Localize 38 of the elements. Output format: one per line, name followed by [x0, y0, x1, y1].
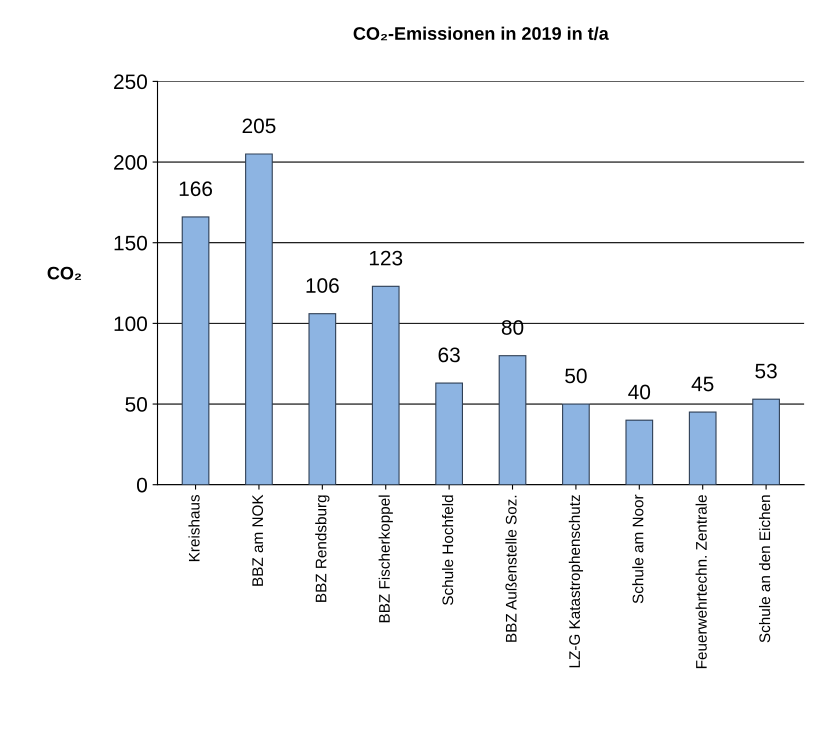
chart-title: CO₂-Emissionen in 2019 in t/a [354, 26, 609, 40]
bar [435, 382, 463, 485]
data-label: 205 [242, 118, 276, 134]
bar [625, 420, 654, 485]
data-label: 40 [628, 384, 650, 400]
x-tick-label: BBZ am NOK [252, 494, 264, 586]
y-tick-label: 150 [114, 236, 147, 250]
data-label: 45 [692, 376, 714, 392]
data-label: 80 [502, 320, 524, 335]
bar [245, 153, 273, 485]
x-tick-label: Schule Hochfeld [442, 495, 454, 605]
x-tick-label: BBZ Außenstelle Soz. [505, 496, 517, 642]
data-label: 166 [180, 181, 212, 196]
y-tick-label: 0 [137, 478, 147, 492]
y-tick-label: 250 [114, 74, 147, 90]
y-tick-label: 200 [114, 155, 147, 170]
bar [688, 412, 717, 485]
bar [562, 403, 590, 485]
y-axis-title: CO₂ [48, 266, 82, 280]
x-tick-label: LZ-G Katastrophenschutz [568, 495, 584, 668]
y-tick-label: 50 [125, 397, 147, 412]
data-label: 50 [565, 368, 587, 384]
data-label: 53 [755, 364, 777, 378]
bar [498, 355, 526, 485]
x-tick-label: Schule am Noor [632, 494, 644, 604]
bar [182, 216, 210, 485]
data-label: 123 [370, 250, 402, 266]
x-tick-label: Feuerwehrtechn. Zentrale [696, 495, 707, 668]
x-tick-label: BBZ Fischerkoppel [378, 495, 393, 622]
data-label: 63 [438, 348, 460, 362]
data-label: 106 [306, 278, 339, 293]
bar [372, 286, 400, 485]
y-tick-label: 100 [114, 316, 147, 332]
bar [752, 398, 780, 485]
x-tick-label: BBZ Rendsburg [315, 495, 330, 602]
x-tick-label: Schule an den Eichen [758, 495, 770, 642]
x-tick-label: Kreishaus [188, 494, 200, 562]
bar [308, 313, 336, 485]
